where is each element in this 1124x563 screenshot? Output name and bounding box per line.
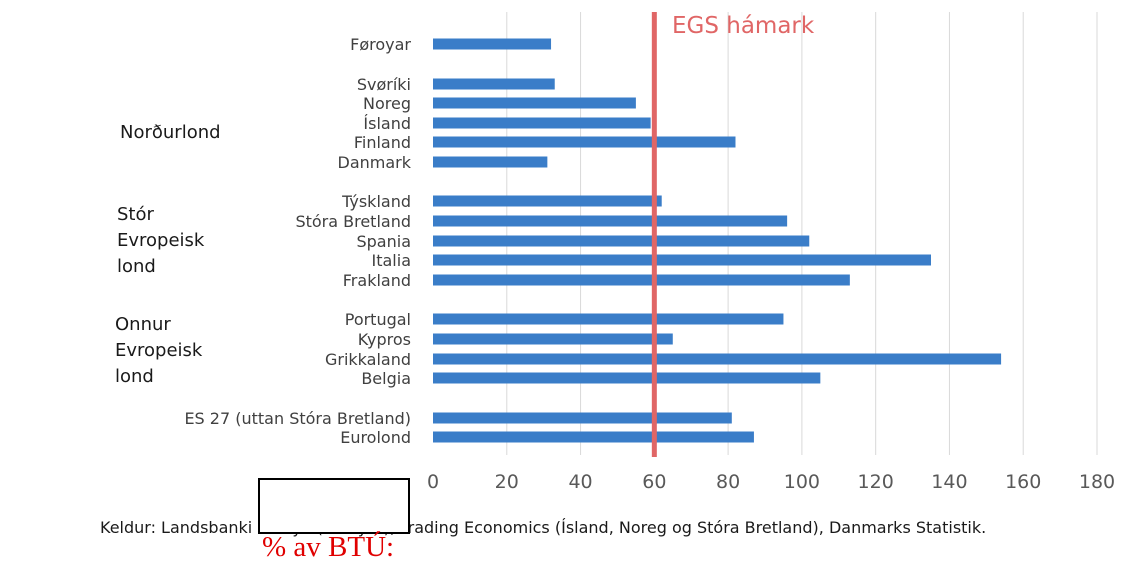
category-label: Belgia	[361, 369, 411, 388]
x-tick-label: 60	[642, 471, 666, 493]
bar	[433, 97, 636, 109]
x-tick-label: 180	[1079, 471, 1115, 493]
group-label: lond	[117, 256, 156, 277]
category-label: Italia	[372, 251, 412, 270]
category-label: Stóra Bretland	[295, 212, 411, 231]
x-axis-ticks: 0 20 40 60 80 100 120 140 160 180	[427, 471, 1115, 493]
group-label: Evropeisk	[115, 340, 203, 361]
reference-line-label: EGS hámark	[672, 13, 815, 39]
x-tick-label: 140	[931, 471, 967, 493]
unit-label: % av BTÚ:	[262, 531, 395, 563]
x-tick-label: 100	[784, 471, 820, 493]
bar	[433, 254, 931, 266]
category-label: Føroyar	[350, 35, 411, 54]
gridlines	[506, 12, 1098, 455]
x-tick-label: 120	[858, 471, 894, 493]
category-label: ES 27 (uttan Stóra Bretland)	[184, 409, 411, 428]
x-tick-label: 40	[568, 471, 592, 493]
category-label: Frakland	[343, 271, 411, 290]
group-labels: Norðurlond Stór Evropeisk lond Onnur Evropeis…	[115, 122, 221, 387]
reference-line-layer: EGS hámark	[651, 12, 815, 457]
unit-label-box	[258, 478, 410, 534]
bar	[433, 431, 754, 443]
x-tick-label: 80	[716, 471, 740, 493]
group-label: Norðurlond	[120, 122, 221, 143]
category-label: Portugal	[345, 310, 411, 329]
bar	[433, 313, 784, 325]
category-label: Finland	[354, 133, 411, 152]
bar	[433, 353, 1002, 365]
bar	[433, 195, 662, 207]
bars	[433, 38, 1002, 443]
bar	[433, 372, 821, 384]
category-label: Grikkaland	[325, 350, 411, 369]
category-label: Eurolond	[340, 428, 411, 447]
bar	[433, 78, 555, 90]
bar	[433, 117, 651, 129]
group-label: lond	[115, 366, 154, 387]
category-label: Spania	[356, 232, 411, 251]
x-tick-label: 160	[1005, 471, 1041, 493]
category-label: Noreg	[363, 94, 411, 113]
bar	[433, 333, 673, 345]
group-label: Stór	[117, 204, 154, 225]
bar	[433, 215, 788, 227]
bar	[433, 412, 732, 424]
x-tick-label: 0	[427, 471, 439, 493]
x-tick-label: 20	[495, 471, 519, 493]
category-label: Kypros	[358, 330, 411, 349]
group-label: Onnur	[115, 314, 171, 335]
source-note: Keldur: Landsbanki Føroya (Føroyar), Tra…	[100, 518, 987, 537]
bar	[433, 136, 736, 148]
group-label: Evropeisk	[117, 230, 205, 251]
category-label: Danmark	[338, 153, 412, 172]
category-label: Svøríki	[357, 75, 411, 94]
bar	[433, 156, 548, 168]
bar	[433, 38, 552, 50]
bar	[433, 274, 850, 286]
category-label: Týskland	[341, 192, 411, 211]
bar	[433, 235, 810, 247]
category-label: Ísland	[363, 114, 411, 133]
